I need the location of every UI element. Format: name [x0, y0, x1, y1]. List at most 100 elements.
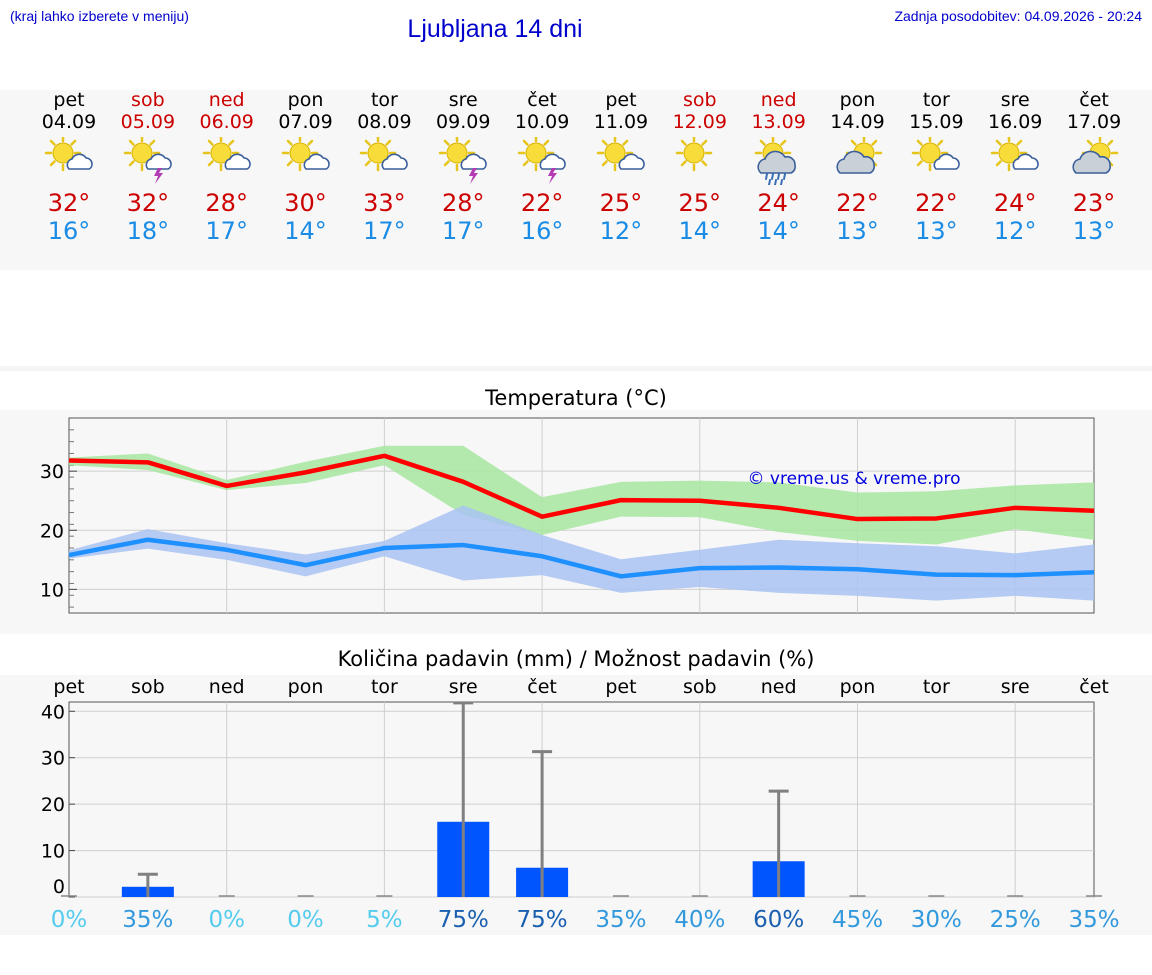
max-temperature: 28° [205, 189, 248, 217]
day-name: sob [131, 89, 165, 111]
min-temperature-range-band [69, 505, 1095, 601]
precipitation-probability: 75% [438, 907, 489, 933]
day-column: sob 05.09 32° 18° [109, 89, 187, 246]
day-name: sre [448, 89, 478, 111]
precipitation-probability: 45% [832, 907, 883, 933]
day-date: 12.09 [672, 111, 727, 133]
day-column: ned 06.09 28° 17° [188, 90, 266, 246]
day-date: 16.09 [987, 111, 1043, 133]
cloud-sun-icon [835, 137, 882, 174]
min-temperature: 14° [757, 217, 800, 245]
day-name: tor [922, 89, 950, 111]
precipitation-probability: 0% [51, 907, 88, 933]
max-temperature-line [68, 453, 1095, 522]
day-column: čet 17.09 23° 13° [1055, 89, 1133, 246]
y-tick-label: 20 [41, 794, 65, 816]
x-day-label: ned [761, 676, 797, 698]
sun-cloud-icon [912, 137, 961, 172]
day-column: tor 08.09 33° 17° [345, 89, 423, 246]
precipitation-probability: 35% [595, 907, 646, 933]
x-day-label: pet [53, 676, 84, 698]
sun-cloud-icon [281, 137, 330, 172]
day-date: 13.09 [751, 111, 806, 133]
plot-area [68, 701, 1095, 898]
day-name: čet [1079, 89, 1109, 111]
sun-cloud-lightning-icon [439, 137, 488, 184]
sun-icon [675, 137, 713, 172]
max-temperature: 22° [915, 189, 958, 217]
max-temperature: 24° [993, 189, 1037, 217]
precipitation-probability: 0% [208, 907, 245, 933]
x-day-label: tor [923, 676, 950, 698]
max-temperature: 25° [678, 189, 722, 217]
last-update: Zadnja posodobitev: 04.09.2026 - 20:24 [894, 8, 1142, 24]
x-day-label: sre [1001, 676, 1030, 698]
day-name: sre [1000, 89, 1030, 111]
day-name: tor [370, 89, 398, 111]
day-date: 08.09 [357, 111, 412, 133]
divider [0, 366, 1152, 371]
min-temperature: 18° [126, 217, 170, 245]
day-date: 10.09 [514, 111, 570, 133]
min-temperature: 13° [836, 217, 879, 245]
day-date: 07.09 [278, 111, 333, 133]
min-temperature: 14° [678, 217, 722, 245]
temperature-chart-title: Temperatura (°C) [485, 386, 667, 410]
min-temperature: 16° [520, 217, 564, 245]
menu-hint: (kraj lahko izberete v meniju) [10, 8, 189, 24]
min-temperature: 14° [284, 217, 327, 245]
x-day-label: čet [1079, 676, 1109, 698]
sun-cloud-icon [44, 137, 93, 172]
day-name: pon [287, 89, 324, 111]
day-date: 04.09 [41, 111, 97, 133]
x-day-label: sre [449, 676, 478, 698]
x-day-label: sob [131, 676, 165, 698]
min-temperature: 17° [205, 217, 248, 245]
precipitation-chart: pet sob ned pon tor sre čet pet sob ned pon tor sre č… [41, 676, 1120, 933]
page-title: Ljubljana 14 dni [407, 15, 583, 43]
precipitation-probability: 5% [366, 907, 403, 933]
x-day-label: ned [209, 676, 245, 698]
day-date: 09.09 [436, 111, 491, 133]
day-column: sre 09.09 28° 17° [424, 89, 502, 246]
day-date: 17.09 [1066, 111, 1122, 133]
day-column: ned 13.09 24° 14° [740, 89, 818, 246]
day-date: 15.09 [909, 111, 964, 133]
sun-cloud-icon [360, 137, 409, 172]
day-column: pet 04.09 32° 16° [30, 89, 108, 246]
max-temperature: 23° [1072, 189, 1116, 217]
min-temperature: 12° [599, 217, 643, 245]
forecast-strip [0, 90, 1152, 270]
day-name: pet [53, 89, 85, 111]
precipitation-probability: 35% [1068, 907, 1119, 933]
day-name: ned [760, 89, 797, 111]
max-temperature: 33° [363, 189, 406, 217]
precipitation-probability: 40% [674, 907, 725, 933]
day-column: pet 11.09 25° 12° [582, 90, 660, 246]
min-temperature: 13° [1072, 217, 1116, 245]
precipitation-probability: 0% [287, 907, 324, 933]
x-day-label: pon [288, 676, 324, 698]
precipitation-probability: 25% [990, 907, 1041, 933]
max-temperature: 32° [126, 189, 170, 217]
day-name: čet [527, 89, 557, 111]
sun-cloud-icon [596, 137, 645, 172]
min-temperature: 13° [915, 217, 958, 245]
watermark-text: © vreme.us & vreme.pro [747, 469, 960, 489]
day-date: 11.09 [593, 111, 649, 133]
y-tick-label: 0 [53, 876, 65, 898]
min-temperature: 16° [47, 217, 91, 245]
max-temperature: 32° [47, 189, 91, 217]
precipitation-probability: 30% [911, 907, 962, 933]
x-day-label: pon [840, 676, 876, 698]
day-column: sob 12.09 25° 14° [661, 90, 739, 246]
day-column: čet 10.09 22° 16° [503, 89, 581, 246]
max-temperature: 28° [441, 189, 485, 217]
max-temperature: 30° [284, 189, 327, 217]
precipitation-chart-title: Količina padavin (mm) / Možnost padavin … [337, 647, 815, 671]
y-tick-label: 20 [40, 520, 64, 542]
precipitation-probability: 35% [122, 907, 173, 933]
sun-cloud-lightning-icon [123, 137, 172, 184]
y-tick-label: 10 [40, 579, 64, 601]
y-tick-label: 30 [40, 461, 64, 483]
